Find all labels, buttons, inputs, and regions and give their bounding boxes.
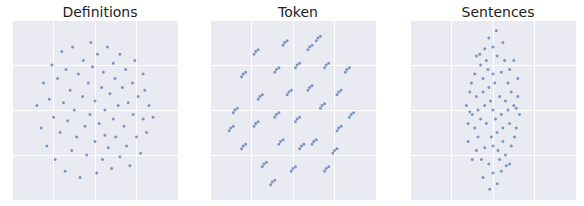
svg-text:Token: Token bbox=[277, 4, 318, 20]
svg-text:Sentences: Sentences bbox=[462, 4, 535, 20]
svg-text:Definitions: Definitions bbox=[62, 4, 137, 20]
